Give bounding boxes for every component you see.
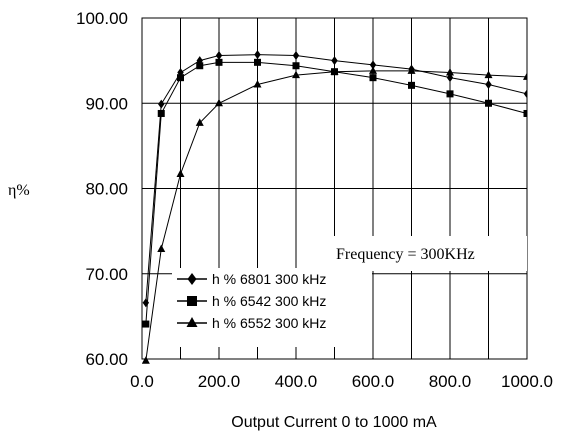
series-square xyxy=(142,58,527,328)
data-point xyxy=(196,62,204,70)
data-point xyxy=(142,356,150,364)
data-point xyxy=(196,56,203,66)
data-point xyxy=(215,58,223,66)
data-point xyxy=(407,66,416,74)
data-point xyxy=(369,60,377,70)
frequency-annotation: Frequency = 300KHz xyxy=(336,246,475,263)
data-point xyxy=(215,98,223,107)
data-point xyxy=(195,118,204,126)
legend-label: h % 6542 300 kHz xyxy=(212,293,326,309)
data-point xyxy=(292,70,300,79)
data-point xyxy=(176,169,185,178)
data-point xyxy=(523,109,527,117)
series-triangle xyxy=(142,66,527,364)
data-point xyxy=(484,70,493,79)
data-point xyxy=(485,79,492,89)
data-point xyxy=(177,74,184,82)
x-tick-label: 0.0 xyxy=(130,372,154,391)
data-point xyxy=(254,58,261,66)
legend-label: h % 6801 300 kHz xyxy=(212,271,326,287)
data-point xyxy=(408,81,415,89)
legend-label: h % 6552 300 kHz xyxy=(212,315,326,331)
data-point xyxy=(292,51,300,61)
data-point xyxy=(369,74,377,82)
y-tick-label: 80.00 xyxy=(85,180,128,199)
annotation-box xyxy=(330,236,527,271)
data-point xyxy=(253,79,262,88)
data-point xyxy=(158,99,165,109)
data-point xyxy=(292,62,300,70)
axes: 0.0 200.0 400.0 600.0 800.0 1000.0 60.00 70.00 8… xyxy=(76,9,553,391)
legend-box xyxy=(172,268,372,347)
x-axis-label: Output Current 0 to 1000 mA xyxy=(231,414,437,431)
data-point xyxy=(485,99,492,107)
x-tick-label: 400.0 xyxy=(275,372,318,391)
data-point xyxy=(446,68,454,76)
y-axis-label: η% xyxy=(8,182,30,199)
y-tick-label: 100.00 xyxy=(76,9,128,28)
data-point xyxy=(142,320,150,328)
y-tick-label: 70.00 xyxy=(85,265,128,284)
data-point xyxy=(446,90,454,98)
data-point xyxy=(177,68,184,78)
data-point xyxy=(330,67,339,75)
y-tick-label: 90.00 xyxy=(85,94,128,113)
legend-marker-square xyxy=(187,296,197,306)
legend: h % 6801 300 kHz h % 6542 300 kHz h % 6552… xyxy=(172,268,372,347)
data-point xyxy=(215,51,223,61)
x-tick-label: 1000.0 xyxy=(501,372,553,391)
data-point xyxy=(157,244,166,253)
data-point xyxy=(523,72,527,80)
legend-marker-diamond xyxy=(187,273,197,285)
series-layer xyxy=(142,50,527,364)
data-point xyxy=(331,56,338,66)
x-tick-label: 200.0 xyxy=(198,372,241,391)
data-point xyxy=(157,109,165,117)
y-tick-label: 60.00 xyxy=(85,350,128,369)
legend-marker-triangle xyxy=(186,317,198,327)
data-point xyxy=(254,50,261,60)
data-point xyxy=(523,89,527,99)
x-tick-label: 600.0 xyxy=(352,372,395,391)
x-tick-label: 800.0 xyxy=(429,372,472,391)
data-point xyxy=(369,66,377,74)
